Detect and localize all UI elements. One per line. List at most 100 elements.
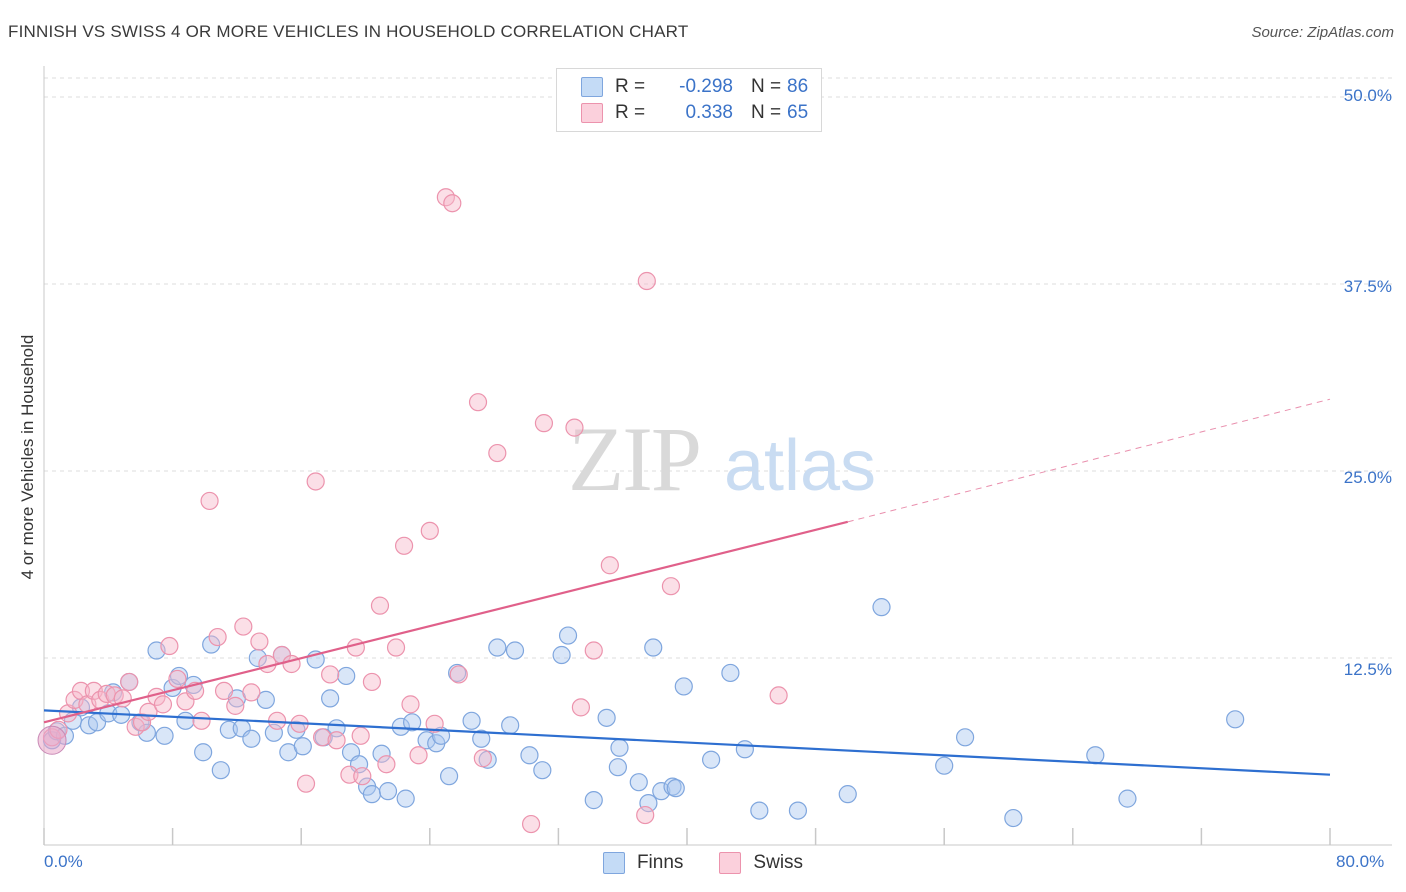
point-finns	[652, 782, 671, 801]
point-swiss	[565, 418, 584, 437]
point-swiss	[321, 665, 340, 684]
series-legend-swiss: Swiss	[719, 852, 803, 874]
legend-swatch-finns	[581, 77, 603, 97]
point-swiss	[769, 686, 788, 705]
trend-line-swiss	[43, 520, 849, 724]
point-swiss	[226, 696, 245, 715]
point-swiss	[327, 731, 346, 750]
legend-swatch-swiss	[581, 103, 603, 123]
point-finns	[202, 635, 221, 654]
x-tick-label-max: 80.0%	[1336, 852, 1385, 871]
y-tick-label: 25.0%	[1343, 468, 1392, 487]
trend-extension-swiss	[847, 398, 1331, 523]
series-swatch-swiss	[719, 852, 742, 874]
point-swiss	[637, 271, 656, 291]
point-finns	[176, 711, 195, 730]
point-swiss	[534, 414, 554, 433]
point-finns	[702, 750, 721, 769]
point-swiss	[306, 472, 325, 491]
point-finns	[488, 638, 507, 657]
point-swiss	[468, 393, 488, 412]
point-finns	[1118, 789, 1137, 808]
legend-row-finns: R = -0.298 N = 86	[581, 75, 808, 99]
point-finns	[501, 716, 520, 735]
point-finns	[155, 726, 174, 745]
point-swiss	[488, 443, 507, 463]
point-finns	[293, 737, 312, 756]
point-finns	[396, 789, 415, 808]
point-finns	[838, 785, 857, 804]
point-swiss	[661, 577, 681, 596]
point-finns	[505, 641, 525, 660]
point-finns	[955, 728, 975, 747]
point-swiss	[362, 672, 382, 692]
point-finns	[1086, 746, 1105, 765]
point-finns	[472, 729, 491, 748]
point-swiss	[153, 695, 173, 714]
point-finns	[639, 794, 658, 813]
point-swiss	[420, 521, 439, 540]
point-swiss	[234, 617, 253, 636]
chart-source: Source: ZipAtlas.com	[1251, 24, 1394, 41]
point-finns	[169, 666, 189, 686]
point-finns	[788, 801, 808, 820]
point-swiss	[584, 641, 603, 660]
series-label-finns: Finns	[636, 852, 684, 873]
y-axis-label: 4 or more Vehicles in Household	[18, 334, 37, 580]
x-tick-label-min: 0.0%	[44, 852, 83, 871]
series-label-swiss: Swiss	[753, 852, 804, 873]
point-swiss	[250, 632, 269, 651]
point-swiss	[242, 683, 261, 702]
point-finns	[462, 711, 481, 730]
point-finns	[872, 598, 891, 617]
point-swiss	[409, 746, 428, 765]
point-finns	[1004, 808, 1023, 828]
legend-row-swiss: R = 0.338 N = 65	[581, 101, 808, 125]
series-swatch-finns	[602, 852, 625, 874]
point-swiss	[521, 814, 541, 834]
point-swiss	[386, 638, 406, 657]
point-finns	[721, 663, 740, 683]
y-tick-label: 37.5%	[1343, 277, 1392, 296]
point-swiss	[377, 755, 396, 774]
legend-r-value: -0.298	[679, 76, 733, 97]
point-finns	[256, 690, 275, 709]
legend-n-label: N =	[751, 76, 782, 97]
point-swiss	[120, 672, 139, 692]
point-finns	[552, 645, 571, 665]
point-swiss	[425, 714, 444, 733]
point-swiss	[192, 711, 211, 730]
point-finns	[558, 626, 578, 645]
point-swiss	[370, 596, 390, 615]
point-swiss	[571, 698, 591, 717]
correlation-legend: R = -0.298 N = 86 R = 0.338 N = 65	[556, 68, 822, 132]
trend-line-finns	[43, 709, 1331, 776]
point-finns	[644, 638, 663, 657]
point-finns	[935, 756, 954, 775]
point-finns	[439, 767, 459, 786]
point-finns	[378, 782, 398, 801]
legend-r-label: R =	[615, 76, 646, 97]
point-finns	[211, 761, 230, 780]
point-finns	[610, 738, 629, 757]
point-finns	[362, 785, 382, 804]
point-finns	[321, 689, 340, 708]
y-tick-label: 50.0%	[1343, 86, 1392, 105]
point-finns	[403, 713, 422, 732]
grid-lines	[44, 77, 1392, 659]
point-swiss	[208, 627, 227, 647]
point-finns	[750, 801, 769, 820]
point-swiss	[168, 669, 187, 689]
point-swiss	[473, 749, 492, 768]
point-swiss	[449, 665, 468, 684]
legend-r-label: R =	[615, 102, 646, 123]
series-legend-finns: Finns	[602, 852, 684, 874]
point-finns	[629, 773, 648, 792]
point-swiss	[600, 556, 619, 575]
watermark-zip: ZIP	[568, 408, 700, 510]
legend-n-label: N =	[751, 102, 782, 123]
point-swiss	[160, 636, 179, 656]
point-finns	[264, 723, 283, 742]
point-swiss	[37, 725, 67, 755]
